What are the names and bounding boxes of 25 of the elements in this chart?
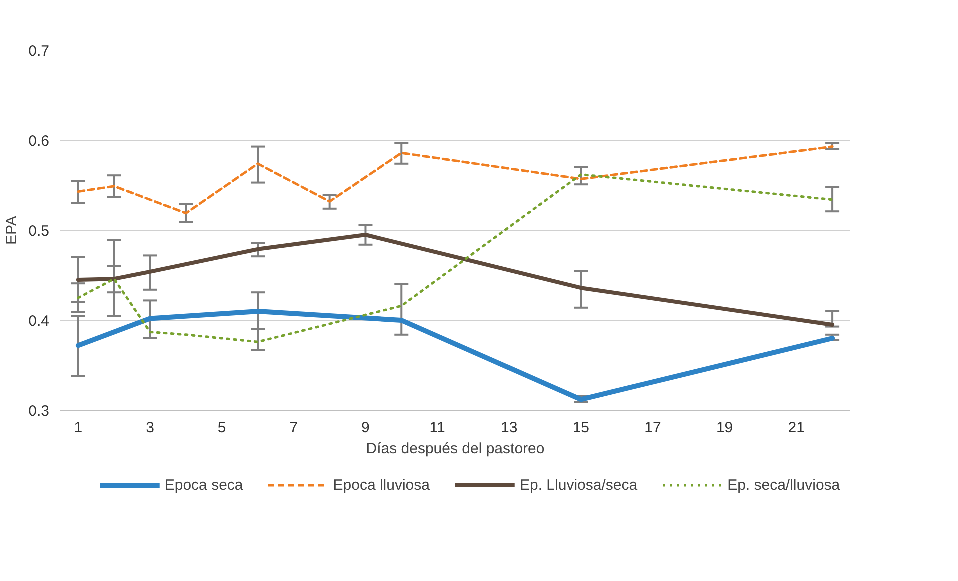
x-tick-label: 21: [788, 420, 805, 436]
x-tick-label: 9: [362, 420, 370, 436]
y-tick-label: 0.6: [28, 133, 50, 150]
y-axis-title: EPA: [4, 216, 21, 245]
x-tick-label: 15: [572, 420, 590, 436]
x-tick-label: 17: [644, 420, 662, 436]
y-tick-label: 0.4: [28, 313, 50, 330]
legend-label: Ep. seca/lluviosa: [728, 476, 840, 494]
x-tick-label: 5: [218, 420, 226, 436]
line-series: [77, 173, 834, 344]
x-tick-label: 7: [290, 420, 298, 436]
legend-label: Epoca seca: [164, 476, 244, 494]
x-axis-title: Días después del pastoreo: [366, 440, 545, 458]
line-series: [77, 146, 834, 215]
x-tick-label: 1: [74, 420, 83, 436]
x-tick-label: 19: [716, 420, 734, 436]
legend-label: Epoca lluviosa: [333, 476, 430, 494]
x-tick-label: 13: [501, 420, 518, 436]
line-series: [76, 233, 835, 327]
legend-label: Ep. Lluviosa/seca: [520, 476, 638, 494]
y-tick-label: 0.5: [28, 223, 50, 240]
y-tick-label: 0.7: [28, 43, 50, 60]
x-tick-label: 3: [146, 420, 154, 436]
y-tick-label: 0.3: [28, 403, 50, 420]
x-tick-label: 11: [430, 420, 446, 436]
